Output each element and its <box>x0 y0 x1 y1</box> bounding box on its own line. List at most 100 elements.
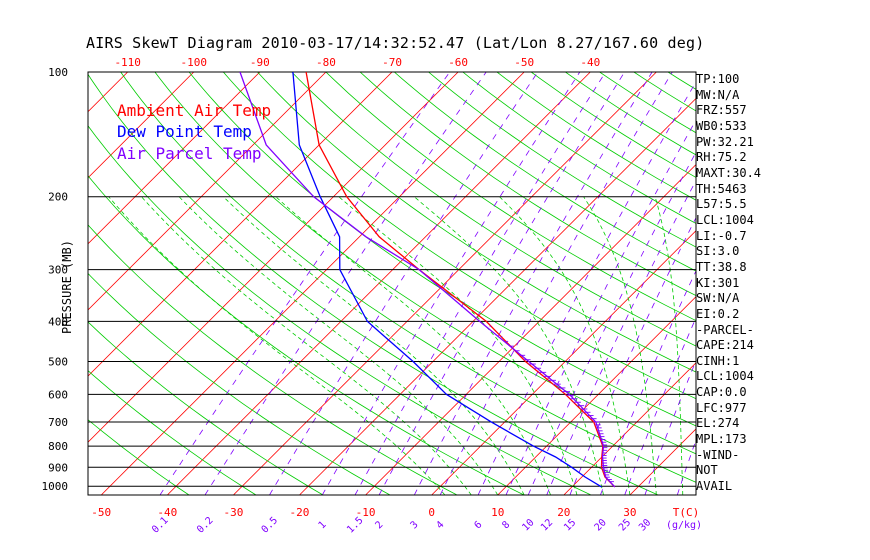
bottom-temp-tick-label: 30 <box>623 506 636 519</box>
mixing-ratio-tick-label: 3 <box>409 519 421 531</box>
dry-adiabat-line <box>88 370 257 495</box>
y-axis-label: PRESSURE (MB) <box>60 240 74 334</box>
mixing-ratio-tick-label: 6 <box>472 519 484 531</box>
legend-dew-point-temp: Dew Point Temp <box>117 122 252 141</box>
stat-wind-avail: AVAIL <box>696 479 733 494</box>
top-temp-tick-label: -70 <box>382 56 402 69</box>
dry-adiabat-line <box>325 72 696 322</box>
dry-adiabat-line <box>530 72 696 178</box>
mixing-ratio-line <box>354 72 606 495</box>
mixing-ratio-tick-label: 1 <box>317 519 329 531</box>
top-temp-tick-label: -60 <box>448 56 468 69</box>
bottom-temp-tick-label: -20 <box>290 506 310 519</box>
moist-adiabat-line <box>499 196 631 495</box>
dry-adiabat-line <box>188 72 696 427</box>
dry-adiabat-line <box>291 72 696 347</box>
bottom-temp-unit-label: T(C) <box>673 506 700 519</box>
top-temp-tick-label: -40 <box>580 56 600 69</box>
stat-maxt: MAXT:30.4 <box>696 165 762 180</box>
stat-l57: L57:5.5 <box>696 197 747 212</box>
mixing-ratio-line <box>439 72 673 495</box>
stat-li: LI:-0.7 <box>696 228 747 243</box>
bottom-temp-tick-label: 20 <box>557 506 570 519</box>
mixing-ratio-line <box>378 72 625 495</box>
pressure-tick-label: 1000 <box>42 480 69 493</box>
mixing-ratio-tick-label: 4 <box>435 519 447 531</box>
top-temp-tick-label: -100 <box>181 56 208 69</box>
bottom-temp-tick-label: -40 <box>157 506 177 519</box>
pressure-tick-label: 200 <box>48 191 68 204</box>
stats-panel: TP:100 MW:N/A FRZ:557 WB0:533 PW:32.21 R… <box>696 72 868 495</box>
stat-wind-header: -WIND- <box>696 447 740 462</box>
moist-adiabat-line <box>141 196 472 495</box>
top-temp-tick-label: -80 <box>316 56 336 69</box>
isotherm-line <box>167 72 591 495</box>
stat-cinh: CINH:1 <box>696 353 740 368</box>
dew-point-temp-line <box>292 72 602 488</box>
dry-adiabat-line <box>88 321 324 495</box>
dry-adiabat-line <box>88 125 592 495</box>
stat-th: TH:5463 <box>696 181 747 196</box>
dry-adiabat-line <box>120 72 696 483</box>
stat-sw: SW:N/A <box>696 291 740 306</box>
stat-mpl: MPL:173 <box>696 432 747 447</box>
pressure-tick-label: 900 <box>48 461 68 474</box>
stat-frz: FRZ:557 <box>696 103 747 118</box>
mixing-ratio-tick-label: 2 <box>373 519 385 531</box>
moist-adiabat-line <box>654 196 684 495</box>
pressure-tick-label: 600 <box>48 388 68 401</box>
mixing-ratio-tick-label: 25 <box>617 517 633 533</box>
isotherm-line <box>299 97 696 495</box>
pressure-tick-label: 500 <box>48 356 68 369</box>
stat-pw: PW:32.21 <box>696 134 754 149</box>
moist-adiabat-line <box>108 196 446 495</box>
stat-el: EL:274 <box>696 416 740 431</box>
stat-wb0: WB0:533 <box>696 118 747 133</box>
mixing-ratio-unit-label: (g/kg) <box>666 520 702 531</box>
stat-parcel-lcl: LCL:1004 <box>696 369 754 384</box>
stat-tp: TP:100 <box>696 72 740 86</box>
mixing-ratio-tick-label: 15 <box>562 517 578 533</box>
dry-adiabat-line <box>496 72 696 201</box>
mixing-ratio-line <box>569 216 696 495</box>
stat-si: SI:3.0 <box>696 244 740 259</box>
plot-frame <box>87 71 697 496</box>
mixing-ratio-tick-label: 30 <box>637 517 653 533</box>
top-temp-tick-label: -50 <box>514 56 534 69</box>
mixing-ratio-tick-label: 0.5 <box>260 515 281 536</box>
stat-cap: CAP:0.0 <box>696 385 747 400</box>
top-temp-tick-label: -110 <box>114 56 141 69</box>
legend-air-parcel-temp: Air Parcel Temp <box>117 144 262 163</box>
pressure-tick-label: 300 <box>48 264 68 277</box>
pressure-tick-label: 800 <box>48 440 68 453</box>
stat-rh: RH:75.2 <box>696 150 747 165</box>
isotherm-line <box>233 72 657 495</box>
dry-adiabat-line <box>462 72 696 224</box>
isotherm-line <box>497 296 696 495</box>
pressure-tick-label: 100 <box>48 66 68 79</box>
bottom-temp-tick-label: -50 <box>91 506 111 519</box>
moist-adiabat-line <box>178 196 499 495</box>
mixing-ratio-line <box>269 72 539 495</box>
mixing-ratio-line <box>413 72 653 495</box>
stat-ei: EI:0.2 <box>696 306 740 321</box>
pressure-tick-label: 400 <box>48 315 68 328</box>
isotherm-line <box>88 72 459 443</box>
mixing-ratio-tick-label: 12 <box>539 517 555 533</box>
stat-parcel-header: -PARCEL- <box>696 322 754 337</box>
dry-adiabat-line <box>88 73 659 495</box>
pressure-tick-label: 700 <box>48 416 68 429</box>
isotherm-line <box>88 72 327 311</box>
isotherm-line <box>0 72 62 495</box>
dry-adiabat-line <box>257 72 696 373</box>
mixing-ratio-line <box>477 81 696 495</box>
bottom-temp-tick-label: 0 <box>428 506 435 519</box>
moist-adiabat-line <box>338 196 578 495</box>
bottom-temp-tick-label: 10 <box>491 506 504 519</box>
moist-adiabat-line <box>583 196 657 495</box>
dry-adiabat-line <box>88 272 391 495</box>
stat-tt: TT:38.8 <box>696 259 747 274</box>
profile-lines <box>239 72 616 488</box>
chart-title: AIRS SkewT Diagram 2010-03-17/14:32:52.4… <box>86 34 705 52</box>
